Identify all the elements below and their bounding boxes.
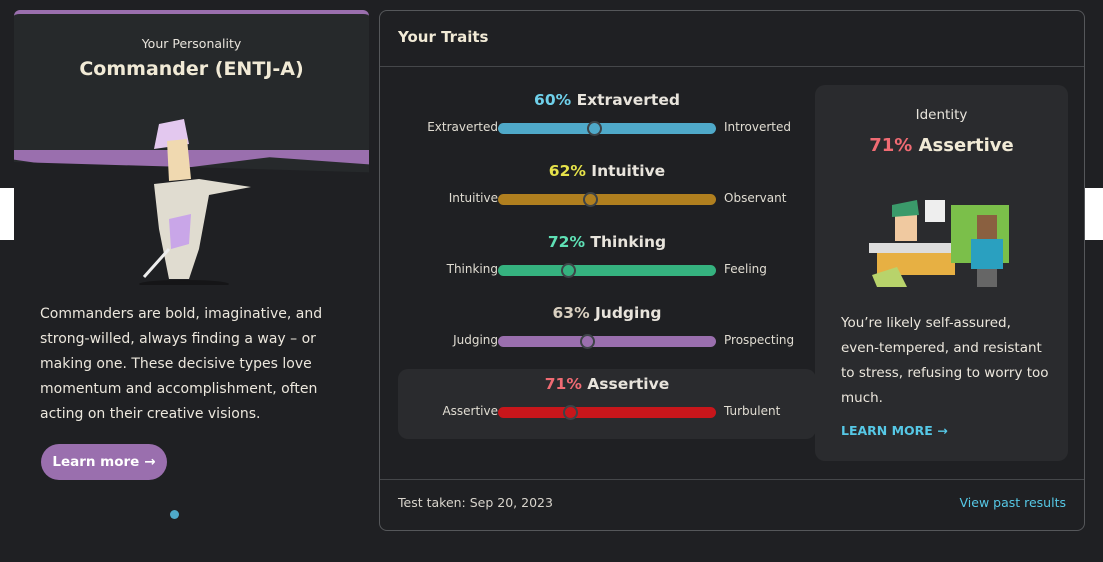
trait-name: Intuitive — [591, 162, 666, 180]
identity-description: You’re likely self-assured, even-tempere… — [841, 315, 1049, 406]
trait-left-label: Extraverted — [427, 120, 498, 134]
personality-subtitle: Your Personality — [141, 36, 242, 51]
trait-right-label: Feeling — [724, 262, 767, 276]
identity-learn-more-label: LEARN MORE — [841, 423, 933, 438]
trait-bar — [498, 121, 716, 136]
trait-row-intuitive: 62% Intuitive Intuitive Observant — [398, 156, 816, 226]
trait-bar — [498, 263, 716, 278]
trait-name: Thinking — [590, 233, 667, 251]
divider — [380, 66, 1084, 67]
view-past-results-link[interactable]: View past results — [959, 495, 1067, 510]
trait-pct: 62% — [548, 162, 586, 180]
identity-learn-more-link[interactable]: LEARN MORE → — [841, 423, 948, 438]
trait-pct: 60% — [534, 91, 572, 109]
trait-bar — [498, 192, 716, 207]
divider — [380, 479, 1084, 480]
trait-title: 62% Intuitive — [398, 162, 816, 180]
identity-pct: 71% — [869, 135, 913, 156]
trait-name: Assertive — [587, 375, 670, 393]
trait-name: Judging — [595, 304, 662, 322]
personality-title: Commander (ENTJ-A) — [79, 58, 304, 80]
trait-row-extraverted: 60% Extraverted Extraverted Introverted — [398, 85, 816, 155]
arrow-right-icon: → — [144, 454, 156, 470]
background-band-right — [1085, 188, 1103, 240]
trait-knob — [582, 192, 598, 207]
trait-left-label: Thinking — [446, 262, 498, 276]
trait-title: 60% Extraverted — [398, 91, 816, 109]
arrow-right-icon: → — [937, 423, 948, 438]
personality-header: Your Personality Commander (ENTJ-A) — [14, 10, 369, 285]
identity-label: Identity — [915, 107, 968, 123]
identity-panel: Identity 71% Assertive You’re likely sel… — [815, 85, 1068, 461]
carousel-dot[interactable] — [170, 510, 179, 519]
trait-left-label: Intuitive — [448, 191, 498, 205]
trait-row-judging: 63% Judging Judging Prospecting — [398, 298, 816, 368]
identity-name: Assertive — [918, 135, 1014, 156]
trait-right-label: Turbulent — [724, 404, 781, 418]
personality-card: Your Personality Commander (ENTJ-A) Comm… — [14, 10, 369, 530]
trait-left-label: Judging — [453, 333, 498, 347]
trait-bar — [498, 334, 716, 349]
trait-knob — [562, 405, 578, 420]
trait-right-label: Observant — [724, 191, 787, 205]
trait-knob — [586, 121, 602, 136]
trait-knob — [580, 334, 596, 349]
trait-knob — [560, 263, 576, 278]
trait-pct: 63% — [552, 304, 590, 322]
traits-title: Your Traits — [398, 28, 489, 46]
learn-more-label: Learn more — [52, 454, 140, 470]
trait-row-assertive: 71% Assertive Assertive Turbulent — [398, 369, 816, 439]
trait-title: 72% Thinking — [398, 233, 816, 251]
personality-description: Commanders are bold, imaginative, and st… — [40, 306, 323, 422]
trait-bar — [498, 405, 716, 420]
trait-right-label: Introverted — [724, 120, 791, 134]
commander-illustration — [139, 119, 251, 285]
trait-title: 71% Assertive — [398, 375, 816, 393]
trait-name: Extraverted — [576, 91, 680, 109]
traits-card: Your Traits 60% Extraverted Extraverted … — [379, 10, 1085, 531]
identity-title: 71% Assertive — [815, 135, 1068, 156]
trait-row-thinking: 72% Thinking Thinking Feeling — [398, 227, 816, 297]
trait-pct: 71% — [544, 375, 582, 393]
test-taken-date: Test taken: Sep 20, 2023 — [398, 495, 553, 510]
trait-pct: 72% — [547, 233, 585, 251]
identity-illustration — [869, 200, 1009, 287]
trait-left-label: Assertive — [442, 404, 498, 418]
learn-more-button[interactable]: Learn more → — [41, 444, 167, 480]
trait-right-label: Prospecting — [724, 333, 795, 347]
background-band-left — [0, 188, 14, 240]
trait-title: 63% Judging — [398, 304, 816, 322]
